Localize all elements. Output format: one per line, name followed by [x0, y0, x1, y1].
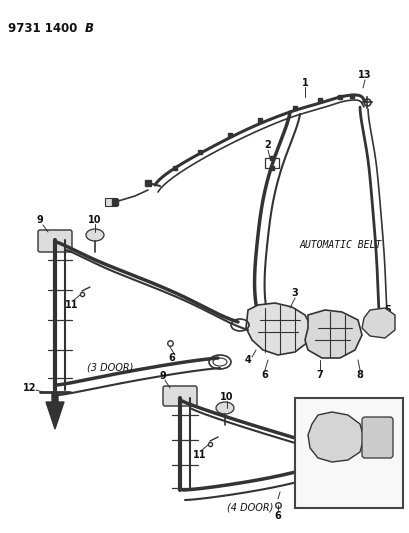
Text: 13: 13	[357, 70, 371, 80]
Text: 3: 3	[291, 288, 298, 298]
Text: 11: 11	[65, 300, 79, 310]
Text: 9731 1400: 9731 1400	[8, 22, 81, 35]
Text: 4: 4	[244, 355, 251, 365]
Text: 6: 6	[274, 511, 281, 521]
Polygon shape	[304, 310, 361, 358]
Text: 11: 11	[193, 450, 206, 460]
FancyArrow shape	[46, 392, 64, 429]
FancyBboxPatch shape	[38, 230, 72, 252]
Text: (4 DOOR): (4 DOOR)	[226, 503, 272, 513]
Text: 6: 6	[261, 370, 268, 380]
Bar	[264, 158, 278, 168]
Text: 10: 10	[220, 392, 233, 402]
Polygon shape	[361, 308, 394, 338]
Text: (3 DOOR): (3 DOOR)	[87, 363, 133, 373]
Text: 9: 9	[159, 371, 166, 381]
Text: 5: 5	[384, 305, 391, 315]
Text: AUTOMATIC BELT: AUTOMATIC BELT	[299, 240, 381, 250]
Text: 6: 6	[168, 353, 175, 363]
Text: 9: 9	[36, 215, 43, 225]
Text: 8: 8	[356, 370, 362, 380]
Ellipse shape	[86, 229, 104, 241]
Ellipse shape	[216, 402, 234, 414]
Text: 7: 7	[316, 370, 323, 380]
Polygon shape	[245, 303, 311, 355]
Text: 14: 14	[297, 405, 311, 415]
Text: 12: 12	[23, 383, 37, 393]
FancyBboxPatch shape	[163, 386, 196, 406]
Text: 10: 10	[88, 215, 101, 225]
Bar	[294, 398, 402, 508]
Text: 1: 1	[301, 78, 308, 88]
Text: 2: 2	[264, 140, 271, 150]
Bar	[105, 198, 117, 206]
FancyBboxPatch shape	[361, 417, 392, 458]
Polygon shape	[307, 412, 363, 462]
Text: B: B	[85, 22, 94, 35]
